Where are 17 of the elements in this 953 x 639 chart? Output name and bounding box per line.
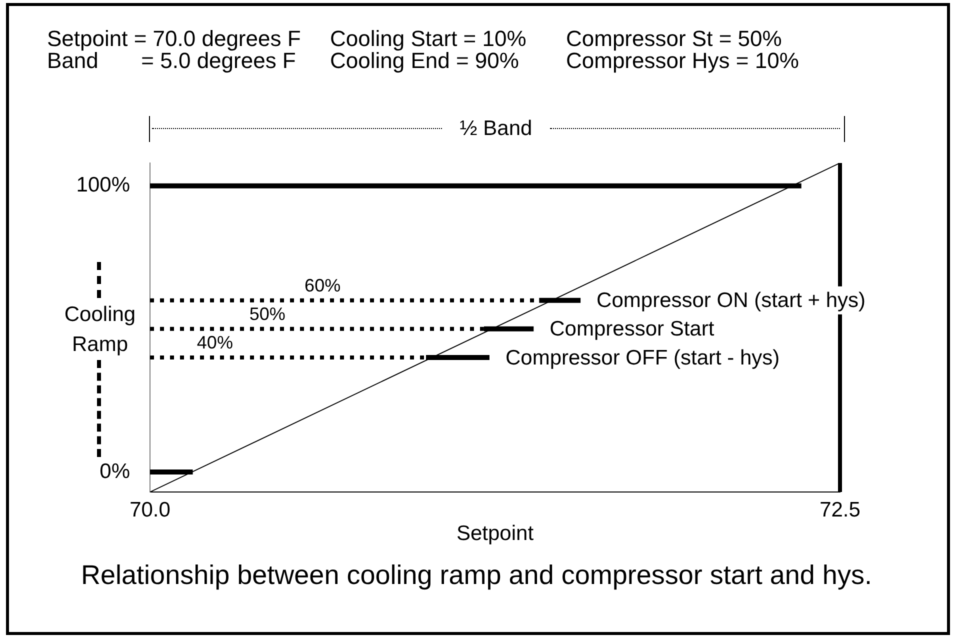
annotation: 50% [249,304,286,324]
text: Cooling Start = 10% [330,26,528,51]
annotation: Compressor Start [550,318,714,341]
annotation: Compressor ON (start + hys) [596,289,866,312]
annotation: 60% [304,275,341,296]
y-tick-label: 0% [100,460,130,483]
text: Compressor St = 50% [566,26,783,51]
x-tick-label: 70.0 [130,498,170,522]
y-axis-title: Cooling Ramp [63,302,137,358]
annotation: Compressor OFF (start - hys) [505,346,780,370]
text: ½ Band [452,117,540,140]
annotation: 40% [196,332,233,353]
text: Setpoint = 70.0 degrees F [47,26,302,51]
x-tick-label: 72.5 [820,498,860,522]
x-axis-title: Setpoint [456,522,534,546]
y-tick-label: 100% [76,174,130,197]
text: Relationship between cooling ramp and compressor start and hys. [80,560,873,591]
